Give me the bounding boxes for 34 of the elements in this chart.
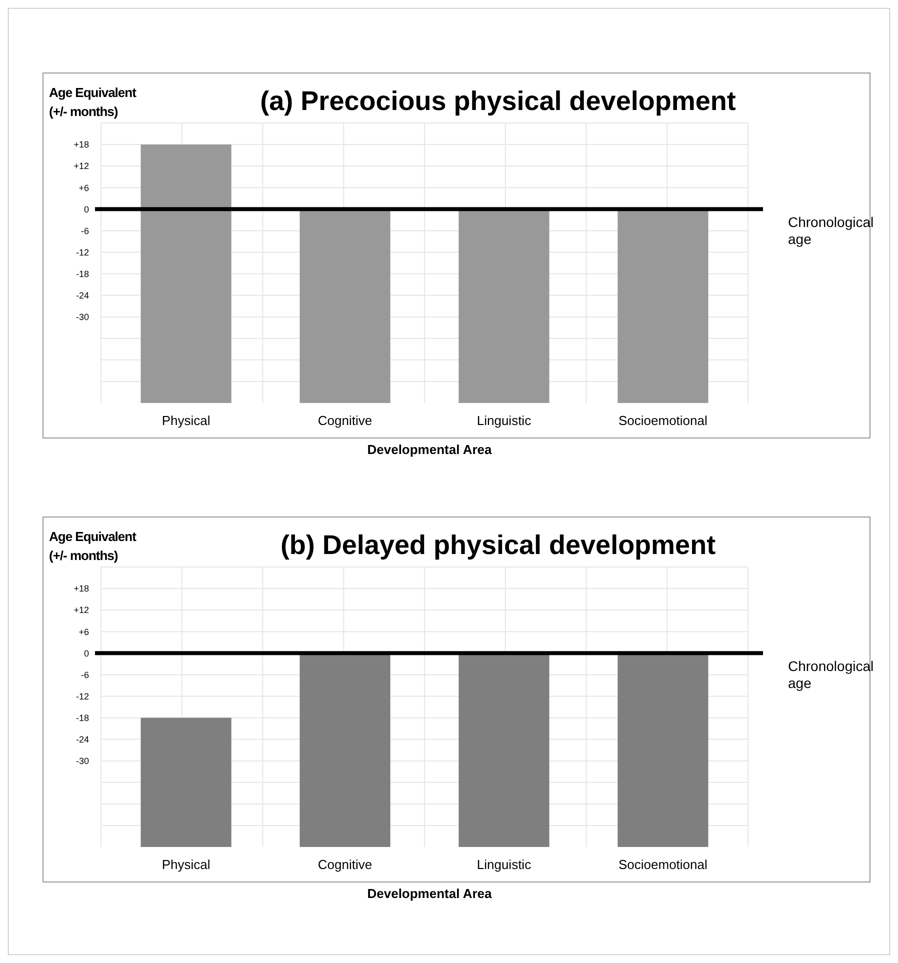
y-tick-label: -12 bbox=[76, 691, 89, 702]
y-tick-label: -12 bbox=[76, 247, 89, 258]
ref-line-label: Chronological age bbox=[788, 658, 874, 691]
y-tick-label: +18 bbox=[74, 140, 89, 150]
chart-title: (b) Delayed physical development bbox=[280, 530, 716, 560]
y-tick-label: -24 bbox=[76, 734, 89, 744]
x-tick-label: Socioemotional bbox=[618, 413, 708, 428]
y-tick-label: +18 bbox=[74, 584, 89, 594]
y-tick-label: -24 bbox=[76, 290, 89, 300]
y-tick-label: -6 bbox=[80, 670, 89, 680]
y-tick-label: -30 bbox=[76, 756, 89, 766]
y-tick-label: -30 bbox=[76, 312, 89, 322]
y-tick-label: -18 bbox=[76, 268, 89, 279]
x-axis-title: Developmental Area bbox=[367, 442, 493, 457]
x-tick-label: Physical bbox=[162, 413, 210, 428]
x-axis-title: Developmental Area bbox=[367, 886, 493, 901]
y-tick-label: +12 bbox=[74, 161, 89, 172]
x-tick-label: Linguistic bbox=[476, 413, 532, 428]
y-tick-label: 0 bbox=[84, 648, 89, 658]
x-tick-label: Cognitive bbox=[318, 413, 372, 428]
y-axis-title: Age Equivalent (+/- months) bbox=[49, 529, 138, 563]
x-tick-label: Cognitive bbox=[318, 857, 372, 872]
y-tick-label: -6 bbox=[80, 226, 89, 236]
y-tick-label: +12 bbox=[74, 605, 89, 616]
x-tick-label: Linguistic bbox=[476, 857, 532, 872]
y-tick-label: 0 bbox=[84, 204, 89, 214]
y-tick-label: -18 bbox=[76, 712, 89, 723]
x-tick-label: Physical bbox=[162, 857, 210, 872]
ref-line-label: Chronological age bbox=[788, 214, 874, 247]
chart-title: (a) Precocious physical development bbox=[260, 86, 736, 116]
x-tick-label: Socioemotional bbox=[618, 857, 708, 872]
y-tick-label: +6 bbox=[78, 182, 89, 193]
y-axis-title: Age Equivalent (+/- months) bbox=[49, 85, 138, 119]
y-tick-label: +6 bbox=[78, 626, 89, 637]
